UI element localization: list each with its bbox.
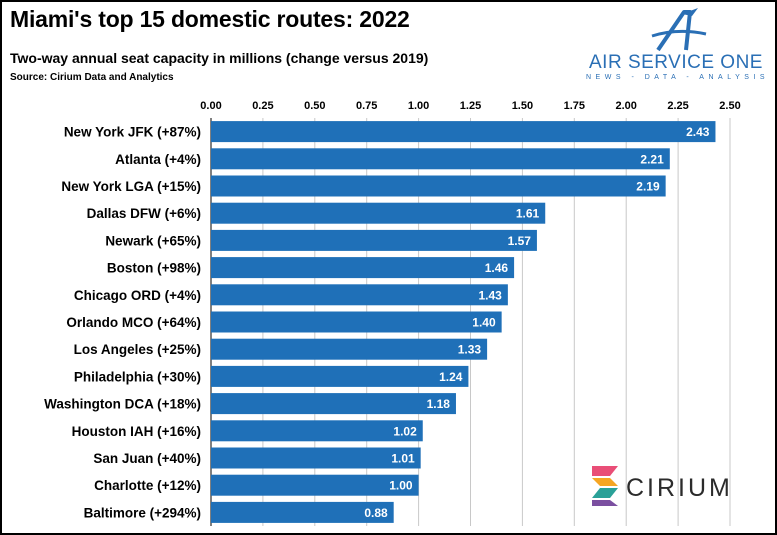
bar — [211, 338, 488, 360]
data-label: 1.61 — [516, 207, 540, 221]
chart-source: Source: Cirium Data and Analytics — [10, 72, 174, 83]
bar — [211, 175, 666, 197]
x-tick-label: 2.50 — [719, 100, 740, 112]
data-label: 0.88 — [364, 506, 388, 520]
data-label: 2.43 — [686, 125, 710, 139]
chart-subtitle: Two-way annual seat capacity in millions… — [10, 50, 429, 66]
category-label: San Juan (+40%) — [93, 451, 201, 466]
x-tick-label: 2.00 — [615, 100, 636, 112]
bar — [211, 121, 716, 143]
bar — [211, 501, 394, 523]
category-label: Houston IAH (+16%) — [72, 424, 201, 439]
cirium-emblem-icon — [592, 466, 618, 506]
x-tick-label: 1.50 — [512, 100, 533, 112]
category-label: Newark (+65%) — [105, 233, 201, 248]
x-tick-label: 1.25 — [460, 100, 481, 112]
bar — [211, 284, 508, 306]
data-label: 1.40 — [472, 316, 496, 330]
data-label: 1.57 — [508, 234, 532, 248]
air-service-one-name: AIR SERVICE ONE — [589, 52, 763, 73]
bar — [211, 148, 670, 170]
bar — [211, 202, 546, 224]
data-label: 1.46 — [485, 261, 509, 275]
data-label: 1.24 — [439, 370, 463, 384]
x-tick-label: 2.25 — [667, 100, 688, 112]
cirium-logo: CIRIUM — [588, 462, 738, 512]
category-label: Orlando MCO (+64%) — [66, 315, 201, 330]
data-label: 2.21 — [640, 152, 664, 166]
bar — [211, 229, 537, 251]
data-label: 1.43 — [479, 288, 503, 302]
category-label: New York LGA (+15%) — [61, 179, 201, 194]
bar — [211, 447, 421, 469]
chart-title: Miami's top 15 domestic routes: 2022 — [10, 6, 410, 32]
category-label: Dallas DFW (+6%) — [87, 206, 201, 221]
x-tick-label: 0.75 — [356, 100, 377, 112]
x-tick-label: 1.75 — [564, 100, 585, 112]
category-label: Los Angeles (+25%) — [74, 342, 201, 357]
data-label: 1.02 — [393, 424, 417, 438]
air-service-one-tagline: NEWS - DATA - ANALYSIS — [586, 74, 770, 81]
category-label: Chicago ORD (+4%) — [74, 288, 201, 303]
air-service-one-logo: AIR SERVICE ONE NEWS - DATA - ANALYSIS — [586, 8, 770, 81]
cirium-name: CIRIUM — [626, 474, 733, 502]
x-tick-label: 1.00 — [408, 100, 429, 112]
x-tick-label: 0.25 — [252, 100, 273, 112]
category-label: Washington DCA (+18%) — [44, 397, 201, 412]
bar — [211, 393, 456, 415]
data-label: 1.00 — [389, 479, 413, 493]
data-label: 1.18 — [427, 397, 451, 411]
bar — [211, 311, 502, 333]
plane-a-icon — [651, 8, 707, 52]
category-label: Charlotte (+12%) — [94, 478, 201, 493]
category-label: New York JFK (+87%) — [64, 125, 201, 140]
category-label: Boston (+98%) — [107, 261, 201, 276]
data-label: 1.33 — [458, 343, 482, 357]
category-label: Philadelphia (+30%) — [74, 369, 201, 384]
category-label: Atlanta (+4%) — [115, 152, 201, 167]
data-label: 2.19 — [636, 180, 660, 194]
category-label: Baltimore (+294%) — [84, 505, 201, 520]
bar — [211, 365, 469, 387]
bar — [211, 257, 515, 279]
bar — [211, 474, 419, 496]
data-label: 1.01 — [391, 452, 415, 466]
x-tick-label: 0.50 — [304, 100, 325, 112]
bar — [211, 420, 423, 442]
x-tick-label: 0.00 — [200, 100, 221, 112]
